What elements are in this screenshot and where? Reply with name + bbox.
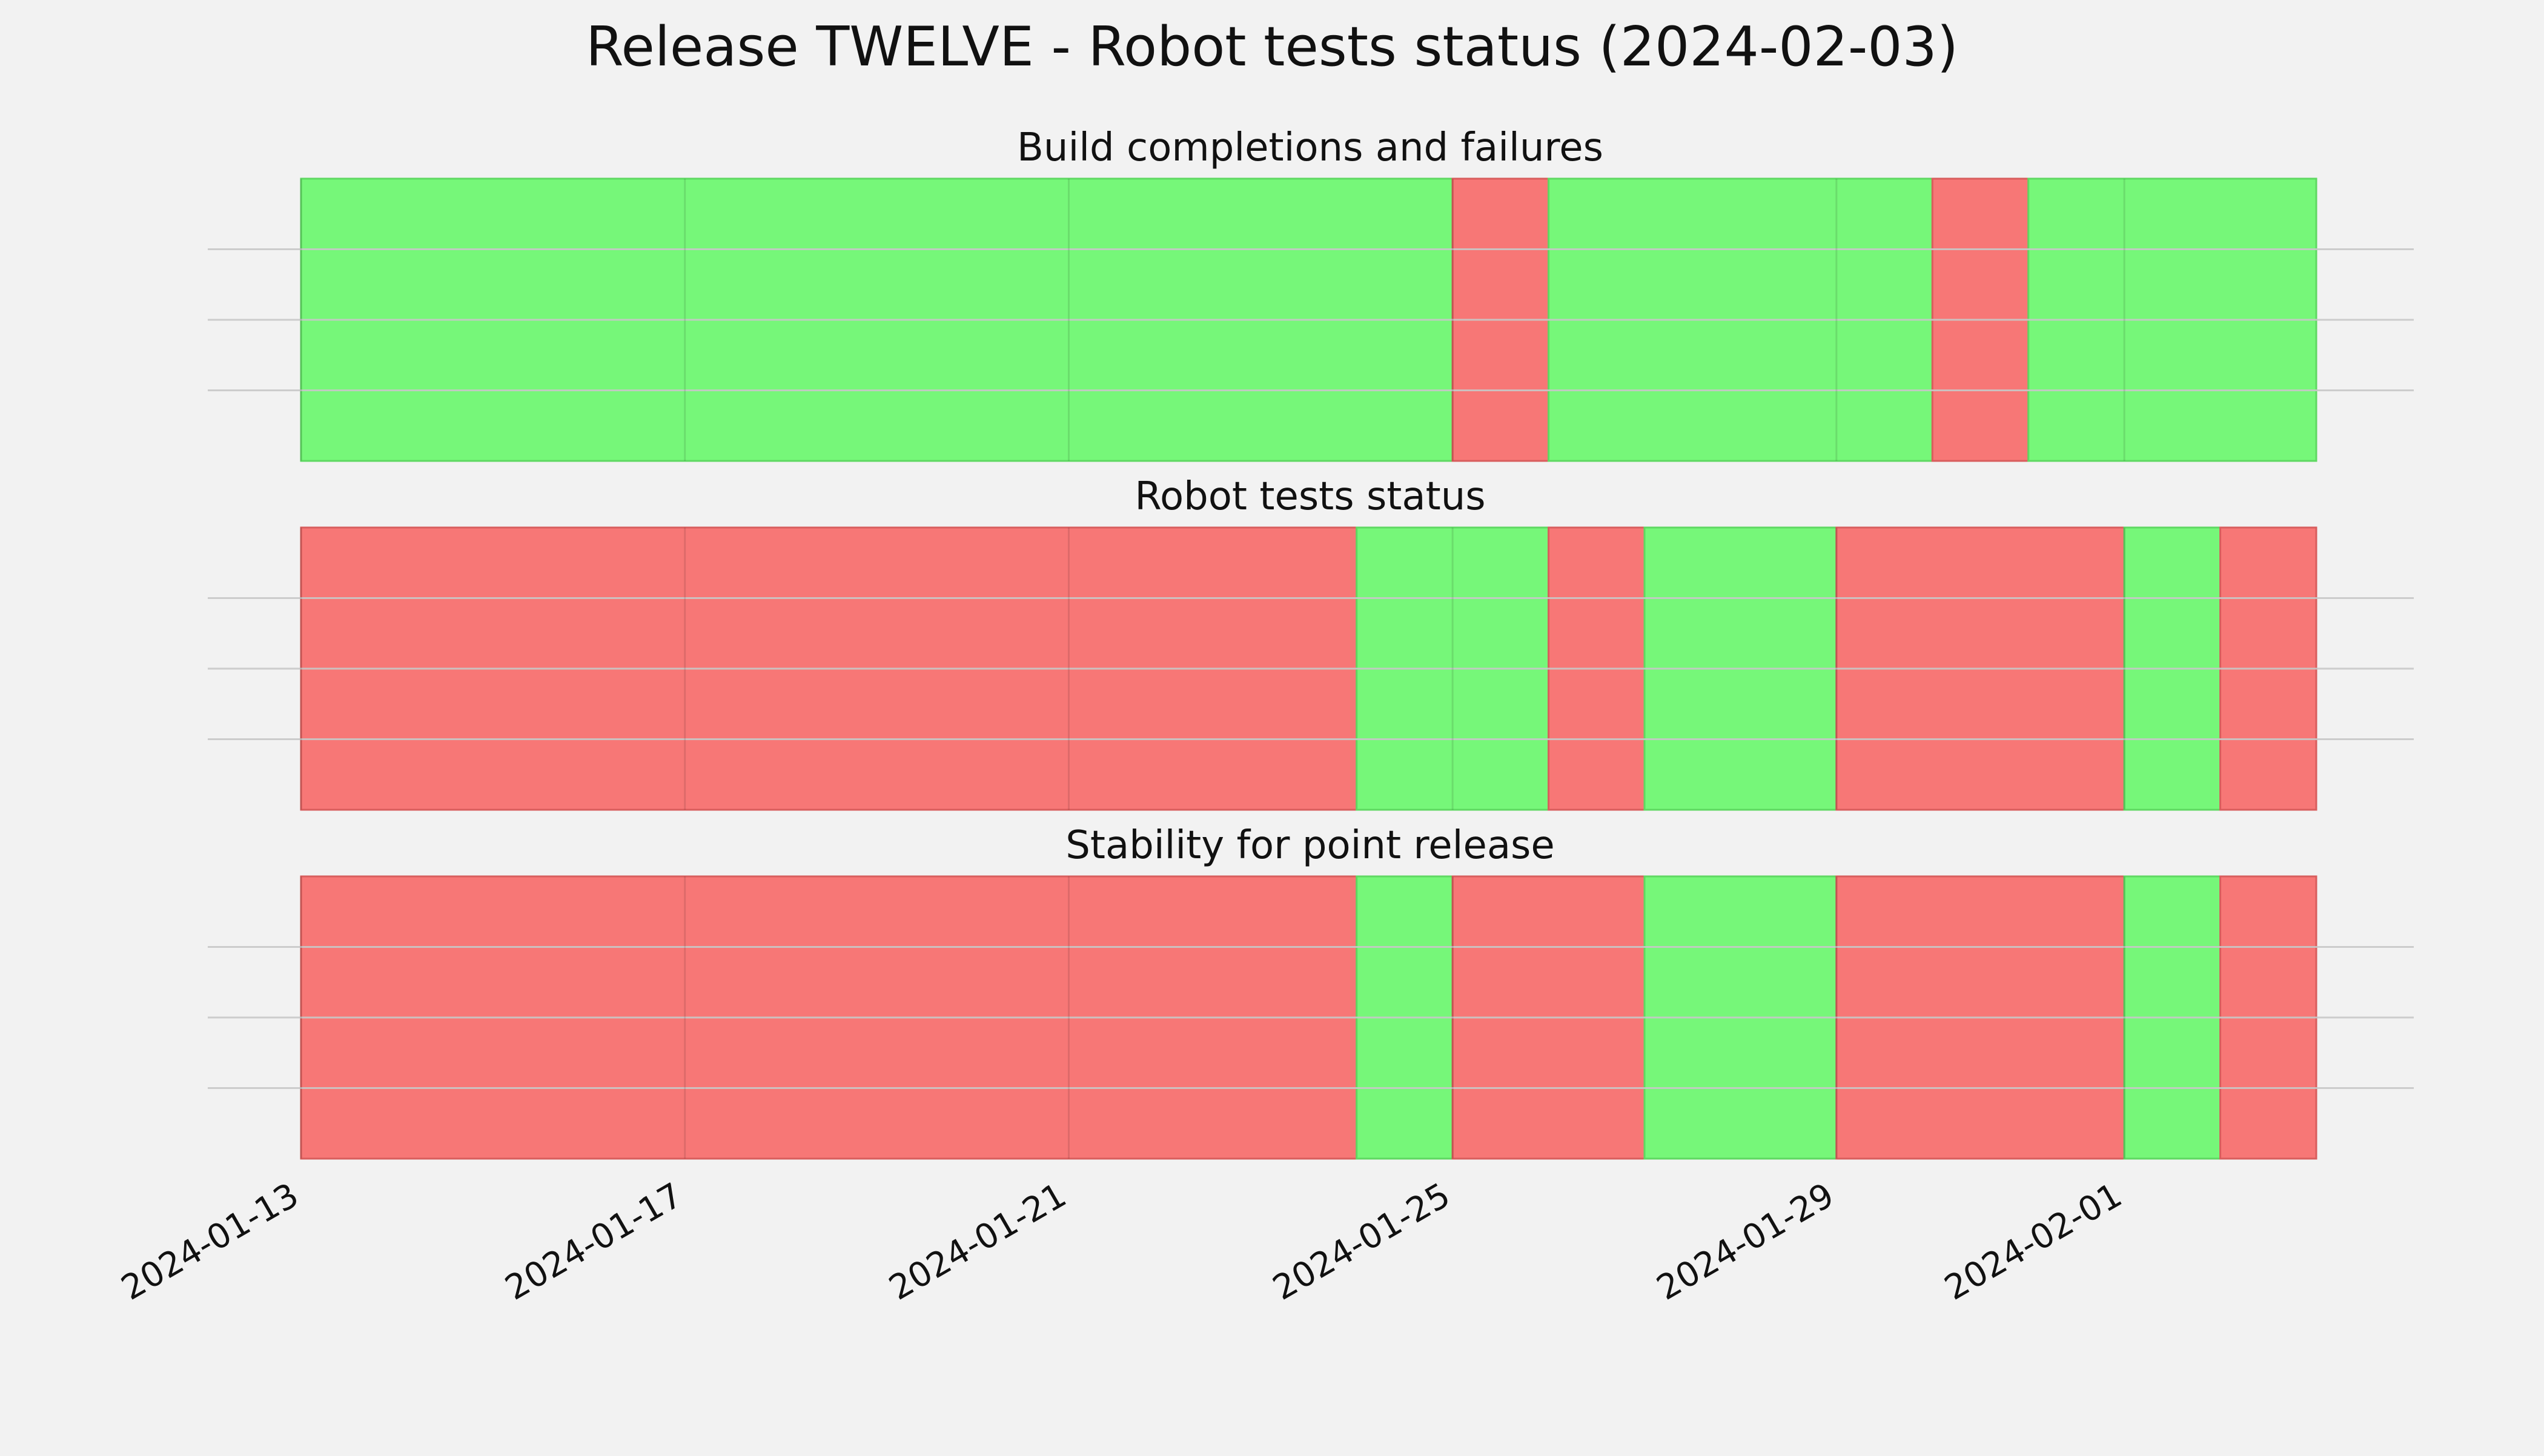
x-tick-label: 2024-01-13: [115, 1176, 305, 1308]
panel-title: Robot tests status: [1135, 474, 1485, 519]
x-axis-ticks: 2024-01-13 2024-01-17 2024-01-21 2024-01-25…: [115, 1176, 2128, 1308]
chart-panels: Build completions and failures Robot test…: [208, 125, 2414, 1160]
x-tick-label: 2024-01-29: [1651, 1176, 1841, 1308]
panel: Stability for point release: [208, 823, 2414, 1160]
x-tick-label: 2024-01-17: [499, 1176, 689, 1308]
x-tick-label: 2024-01-21: [883, 1176, 1073, 1308]
panel: Build completions and failures: [208, 125, 2414, 462]
x-tick-label: 2024-01-25: [1267, 1176, 1457, 1308]
panel-title: Build completions and failures: [1017, 125, 1603, 170]
panel-title: Stability for point release: [1065, 823, 1555, 868]
chart-title: Release TWELVE - Robot tests status (202…: [586, 15, 1958, 79]
x-tick-label: 2024-02-01: [1938, 1176, 2128, 1308]
panel: Robot tests status: [208, 474, 2414, 811]
